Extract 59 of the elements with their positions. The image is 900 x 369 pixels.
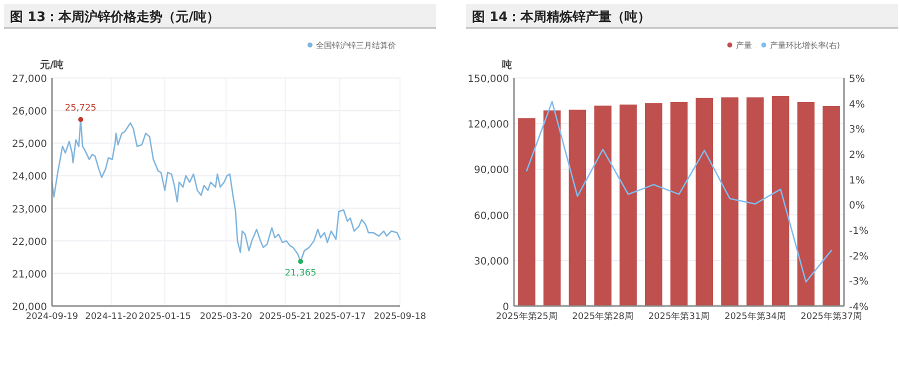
y-tick-label: 27,000: [12, 74, 47, 85]
y-tick-label: 26,000: [12, 106, 47, 118]
y2-tick-label: -1%: [849, 226, 868, 237]
legend-label: 全国锌沪锌三月结算价: [316, 41, 396, 50]
y-tick-label: 23,000: [12, 204, 47, 216]
y2-tick-label: -2%: [849, 251, 868, 262]
bar: [568, 110, 586, 306]
y-axis-title: 吨: [502, 59, 512, 71]
bar: [696, 98, 714, 306]
chart-title: 图 14：本周精炼锌产量（吨）: [472, 9, 651, 25]
x-tick-label: 2025年第31周: [648, 311, 710, 322]
bar: [746, 97, 764, 306]
y-tick-label: 120,000: [468, 120, 509, 131]
bar: [620, 104, 637, 306]
line-series: [526, 100, 832, 283]
y-tick-label: 90,000: [474, 165, 509, 176]
y2-tick-label: 3%: [849, 124, 865, 136]
x-tick-label: 2025-07-17: [314, 312, 366, 322]
annotation: 21,365: [284, 268, 316, 279]
y-tick-label: 0: [502, 302, 509, 313]
x-tick-label: 2025-01-15: [138, 312, 191, 322]
bar: [670, 102, 688, 306]
bar: [644, 103, 662, 306]
chart-title: 图 13：本周沪锌价格走势（元/吨）: [10, 9, 220, 25]
bar: [721, 97, 738, 306]
legend-label: 产量: [736, 41, 752, 50]
y2-tick-label: 0%: [849, 200, 865, 212]
bar: [772, 96, 790, 306]
bar: [797, 102, 815, 306]
y2-tick-label: -3%: [849, 276, 868, 288]
y-tick-label: 25,000: [12, 139, 47, 150]
x-tick-label: 2025年第25周: [496, 311, 558, 322]
y-tick-label: 60,000: [474, 210, 509, 222]
y-axis-title: 元/吨: [39, 59, 64, 71]
y-tick-label: 21,000: [12, 269, 47, 280]
bar: [543, 110, 561, 306]
x-tick-label: 2025年第28周: [572, 311, 634, 322]
bar: [822, 106, 840, 306]
x-tick-label: 2025-03-20: [200, 312, 252, 322]
x-tick-label: 2024-09-19: [26, 312, 78, 322]
y2-tick-label: 4%: [849, 99, 865, 110]
y2-tick-label: 5%: [849, 74, 865, 85]
y-tick-label: 24,000: [12, 172, 47, 183]
y-tick-label: 22,000: [12, 236, 47, 248]
bar: [594, 106, 612, 306]
x-tick-label: 2025年第37周: [800, 311, 862, 322]
y-tick-label: 20,000: [12, 302, 47, 313]
legend-label: 产量环比增长率(右): [770, 41, 840, 50]
x-tick-label: 2025-05-21: [259, 312, 312, 322]
y2-tick-label: -4%: [849, 302, 868, 313]
y-tick-label: 30,000: [474, 256, 509, 268]
x-tick-label: 2024-11-20: [85, 312, 138, 322]
x-tick-label: 2025-09-18: [374, 312, 426, 322]
y2-tick-label: 1%: [849, 175, 865, 186]
y-tick-label: 150,000: [468, 74, 509, 85]
bar: [518, 118, 536, 306]
x-tick-label: 2025年第34周: [724, 311, 786, 322]
y2-tick-label: 2%: [849, 150, 865, 161]
annotation: 25,725: [64, 104, 96, 114]
